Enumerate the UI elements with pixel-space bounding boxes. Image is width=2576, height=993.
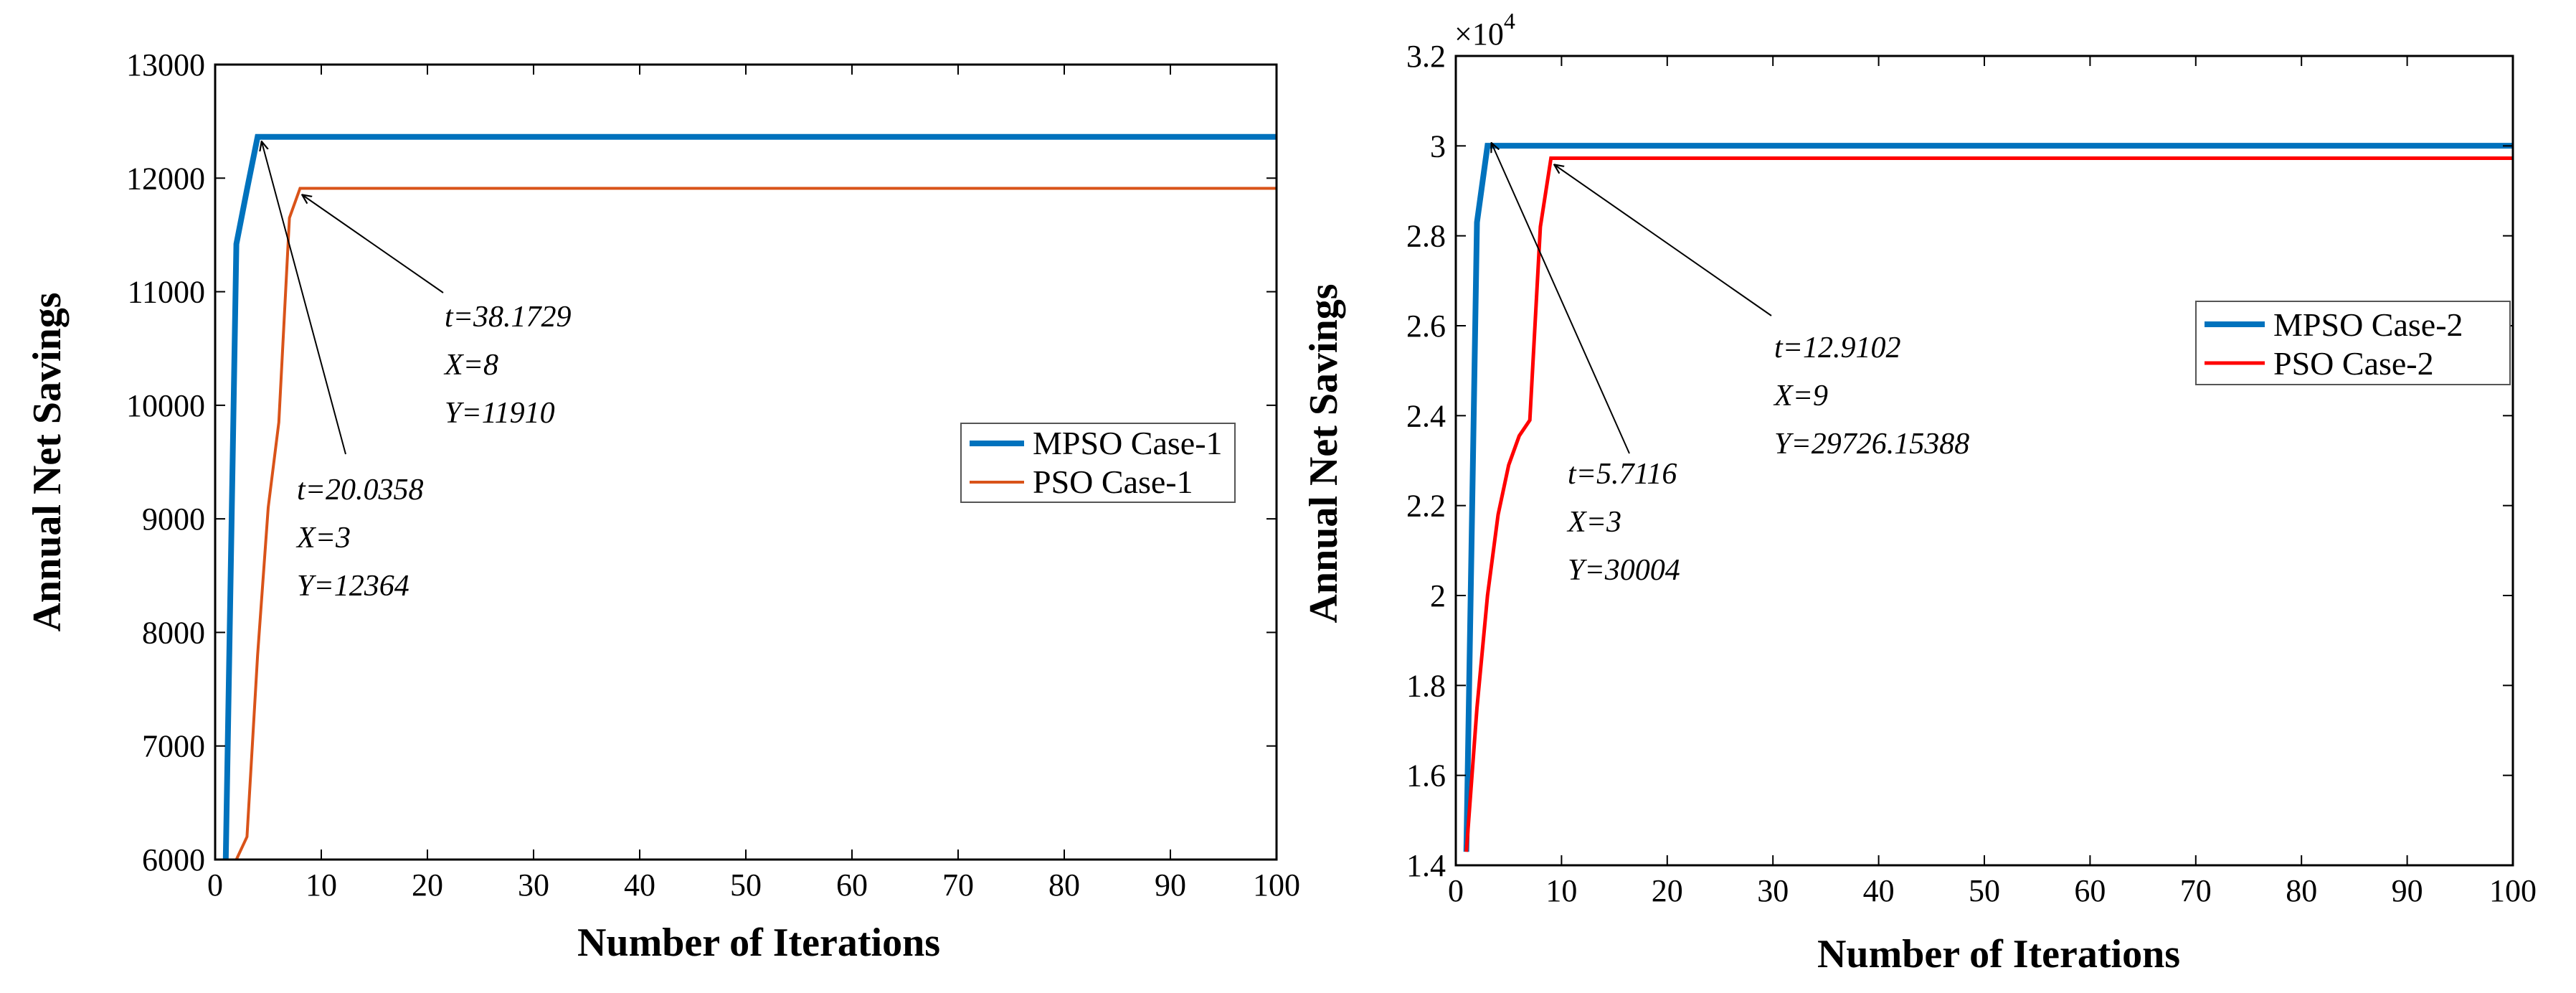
y-tick-label: 7000 — [142, 729, 205, 764]
chart-2-annotation-pso-line-1: t=12.9102 — [1774, 331, 1901, 364]
y-tick-label: 2.4 — [1406, 398, 1446, 433]
chart-2-annotation-mpso-line-1: t=5.7116 — [1568, 458, 1677, 491]
chart-1-annotation-mpso-line-1: t=20.0358 — [297, 474, 424, 507]
chart-2-y-multiplier-base: ×10 — [1454, 17, 1504, 52]
y-tick-label: 1.8 — [1406, 668, 1446, 703]
chart-1-annotation-pso: t=38.1729 X=8 Y=11910 — [303, 195, 572, 430]
y-tick-label: 13000 — [126, 47, 205, 83]
x-tick-label: 90 — [2392, 873, 2423, 908]
chart-2-plot-area — [1456, 56, 2513, 865]
chart-1-annotation-pso-line-2: X=8 — [443, 349, 498, 382]
chart-1-annotation-mpso-arrow — [262, 142, 346, 455]
x-tick-label: 80 — [1048, 867, 1080, 903]
y-tick-label: 1.4 — [1406, 848, 1446, 883]
y-tick-label: 3 — [1430, 128, 1446, 164]
chart-2-series-line-pso — [1464, 156, 2513, 852]
x-tick-label: 60 — [2074, 873, 2106, 908]
chart-2-annotation-pso-line-3: Y=29726.15388 — [1774, 428, 1969, 461]
y-tick-label: 2.6 — [1406, 309, 1446, 344]
y-tick-label: 2.8 — [1406, 219, 1446, 254]
chart-1-series-group — [222, 133, 1277, 860]
chart-2-series-group — [1463, 143, 2513, 852]
chart-1-legend-label-mpso: MPSO Case-1 — [1033, 425, 1223, 461]
x-tick-label: 80 — [2286, 873, 2317, 908]
chart-2-annotation-pso: t=12.9102 X=9 Y=29726.15388 — [1555, 165, 1969, 461]
chart-2-legend: MPSO Case-2 PSO Case-2 — [2195, 301, 2511, 385]
y-tick-label: 9000 — [142, 502, 205, 537]
y-tick-label: 10000 — [126, 388, 205, 423]
chart-2-y-axis-title: Annual Net Savings — [1302, 283, 1346, 623]
chart-1-ticks: 0 10 20 30 40 50 60 70 80 90 100 6000 7000 8000 9000 10… — [126, 47, 1300, 903]
chart-2-annotation-pso-arrow — [1555, 165, 1772, 316]
x-tick-label: 40 — [1863, 873, 1895, 908]
chart-1-legend-label-pso: PSO Case-1 — [1033, 463, 1193, 500]
x-tick-label: 100 — [2489, 873, 2537, 908]
chart-2-annotation-pso-line-2: X=9 — [1773, 380, 1828, 413]
y-tick-label: 6000 — [142, 842, 205, 877]
y-tick-label: 11000 — [128, 275, 205, 310]
x-tick-label: 100 — [1253, 867, 1300, 903]
chart-1-annotation-pso-arrow — [303, 195, 444, 293]
chart-2-x-axis-title: Number of Iterations — [1817, 932, 2180, 976]
chart-2-legend-label-mpso: MPSO Case-2 — [2273, 306, 2463, 343]
chart-1: 0 10 20 30 40 50 60 70 80 90 100 6000 7000 8000 9000 10… — [25, 47, 1300, 965]
chart-1-annotation-pso-line-1: t=38.1729 — [445, 301, 572, 334]
chart-2-annotation-mpso: t=5.7116 X=3 Y=30004 — [1492, 143, 1680, 587]
x-tick-label: 30 — [1757, 873, 1789, 908]
x-tick-label: 0 — [1448, 873, 1464, 908]
chart-2-legend-label-pso: PSO Case-2 — [2273, 345, 2434, 382]
x-tick-label: 30 — [518, 867, 549, 903]
chart-2-series-line-mpso — [1463, 143, 2513, 852]
y-tick-label: 2 — [1430, 578, 1446, 613]
chart-1-annotation-mpso-line-2: X=3 — [295, 522, 351, 555]
chart-1-y-axis-title: Annual Net Savings — [25, 292, 70, 631]
y-tick-label: 1.6 — [1406, 758, 1446, 794]
x-tick-label: 20 — [1652, 873, 1683, 908]
chart-2-legend-box — [2195, 301, 2511, 385]
x-tick-label: 90 — [1155, 867, 1186, 903]
x-tick-label: 70 — [942, 867, 974, 903]
x-tick-label: 50 — [730, 867, 762, 903]
chart-2-annotation-mpso-line-2: X=3 — [1566, 506, 1621, 539]
x-tick-label: 50 — [1969, 873, 2000, 908]
x-tick-label: 70 — [2180, 873, 2212, 908]
chart-2-annotation-mpso-line-3: Y=30004 — [1568, 554, 1680, 587]
chart-1-annotation-mpso-line-3: Y=12364 — [297, 570, 409, 603]
y-tick-label: 12000 — [126, 161, 205, 196]
chart-1-series-line-mpso — [222, 133, 1277, 860]
chart-1-legend-box — [960, 423, 1236, 503]
x-tick-label: 40 — [624, 867, 655, 903]
x-tick-label: 10 — [1545, 873, 1577, 908]
chart-2-annotation-mpso-arrow — [1492, 143, 1630, 454]
chart-2-y-multiplier: ×104 — [1454, 8, 1515, 52]
y-tick-label: 8000 — [142, 615, 205, 650]
chart-1-annotation-pso-line-3: Y=11910 — [445, 397, 555, 430]
y-tick-label: 2.2 — [1406, 489, 1446, 524]
chart-1-series-line-pso — [235, 187, 1277, 860]
chart-1-annotation-mpso: t=20.0358 X=3 Y=12364 — [262, 142, 424, 603]
chart-2: 0 10 20 30 40 50 60 70 80 90 100 1.4 1.6 1.8 2 2.2 2.4 2.… — [1302, 8, 2537, 976]
chart-1-x-axis-title: Number of Iterations — [577, 921, 940, 965]
x-tick-label: 60 — [836, 867, 868, 903]
y-tick-label: 3.2 — [1406, 39, 1446, 74]
x-tick-label: 20 — [412, 867, 443, 903]
chart-2-y-multiplier-exponent: 4 — [1504, 8, 1515, 34]
chart-1-legend: MPSO Case-1 PSO Case-1 — [960, 423, 1236, 503]
x-tick-label: 10 — [306, 867, 337, 903]
chart-2-ticks: 0 10 20 30 40 50 60 70 80 90 100 1.4 1.6 1.8 2 2.2 2.4 2.… — [1406, 39, 2537, 908]
x-tick-label: 0 — [207, 867, 223, 903]
